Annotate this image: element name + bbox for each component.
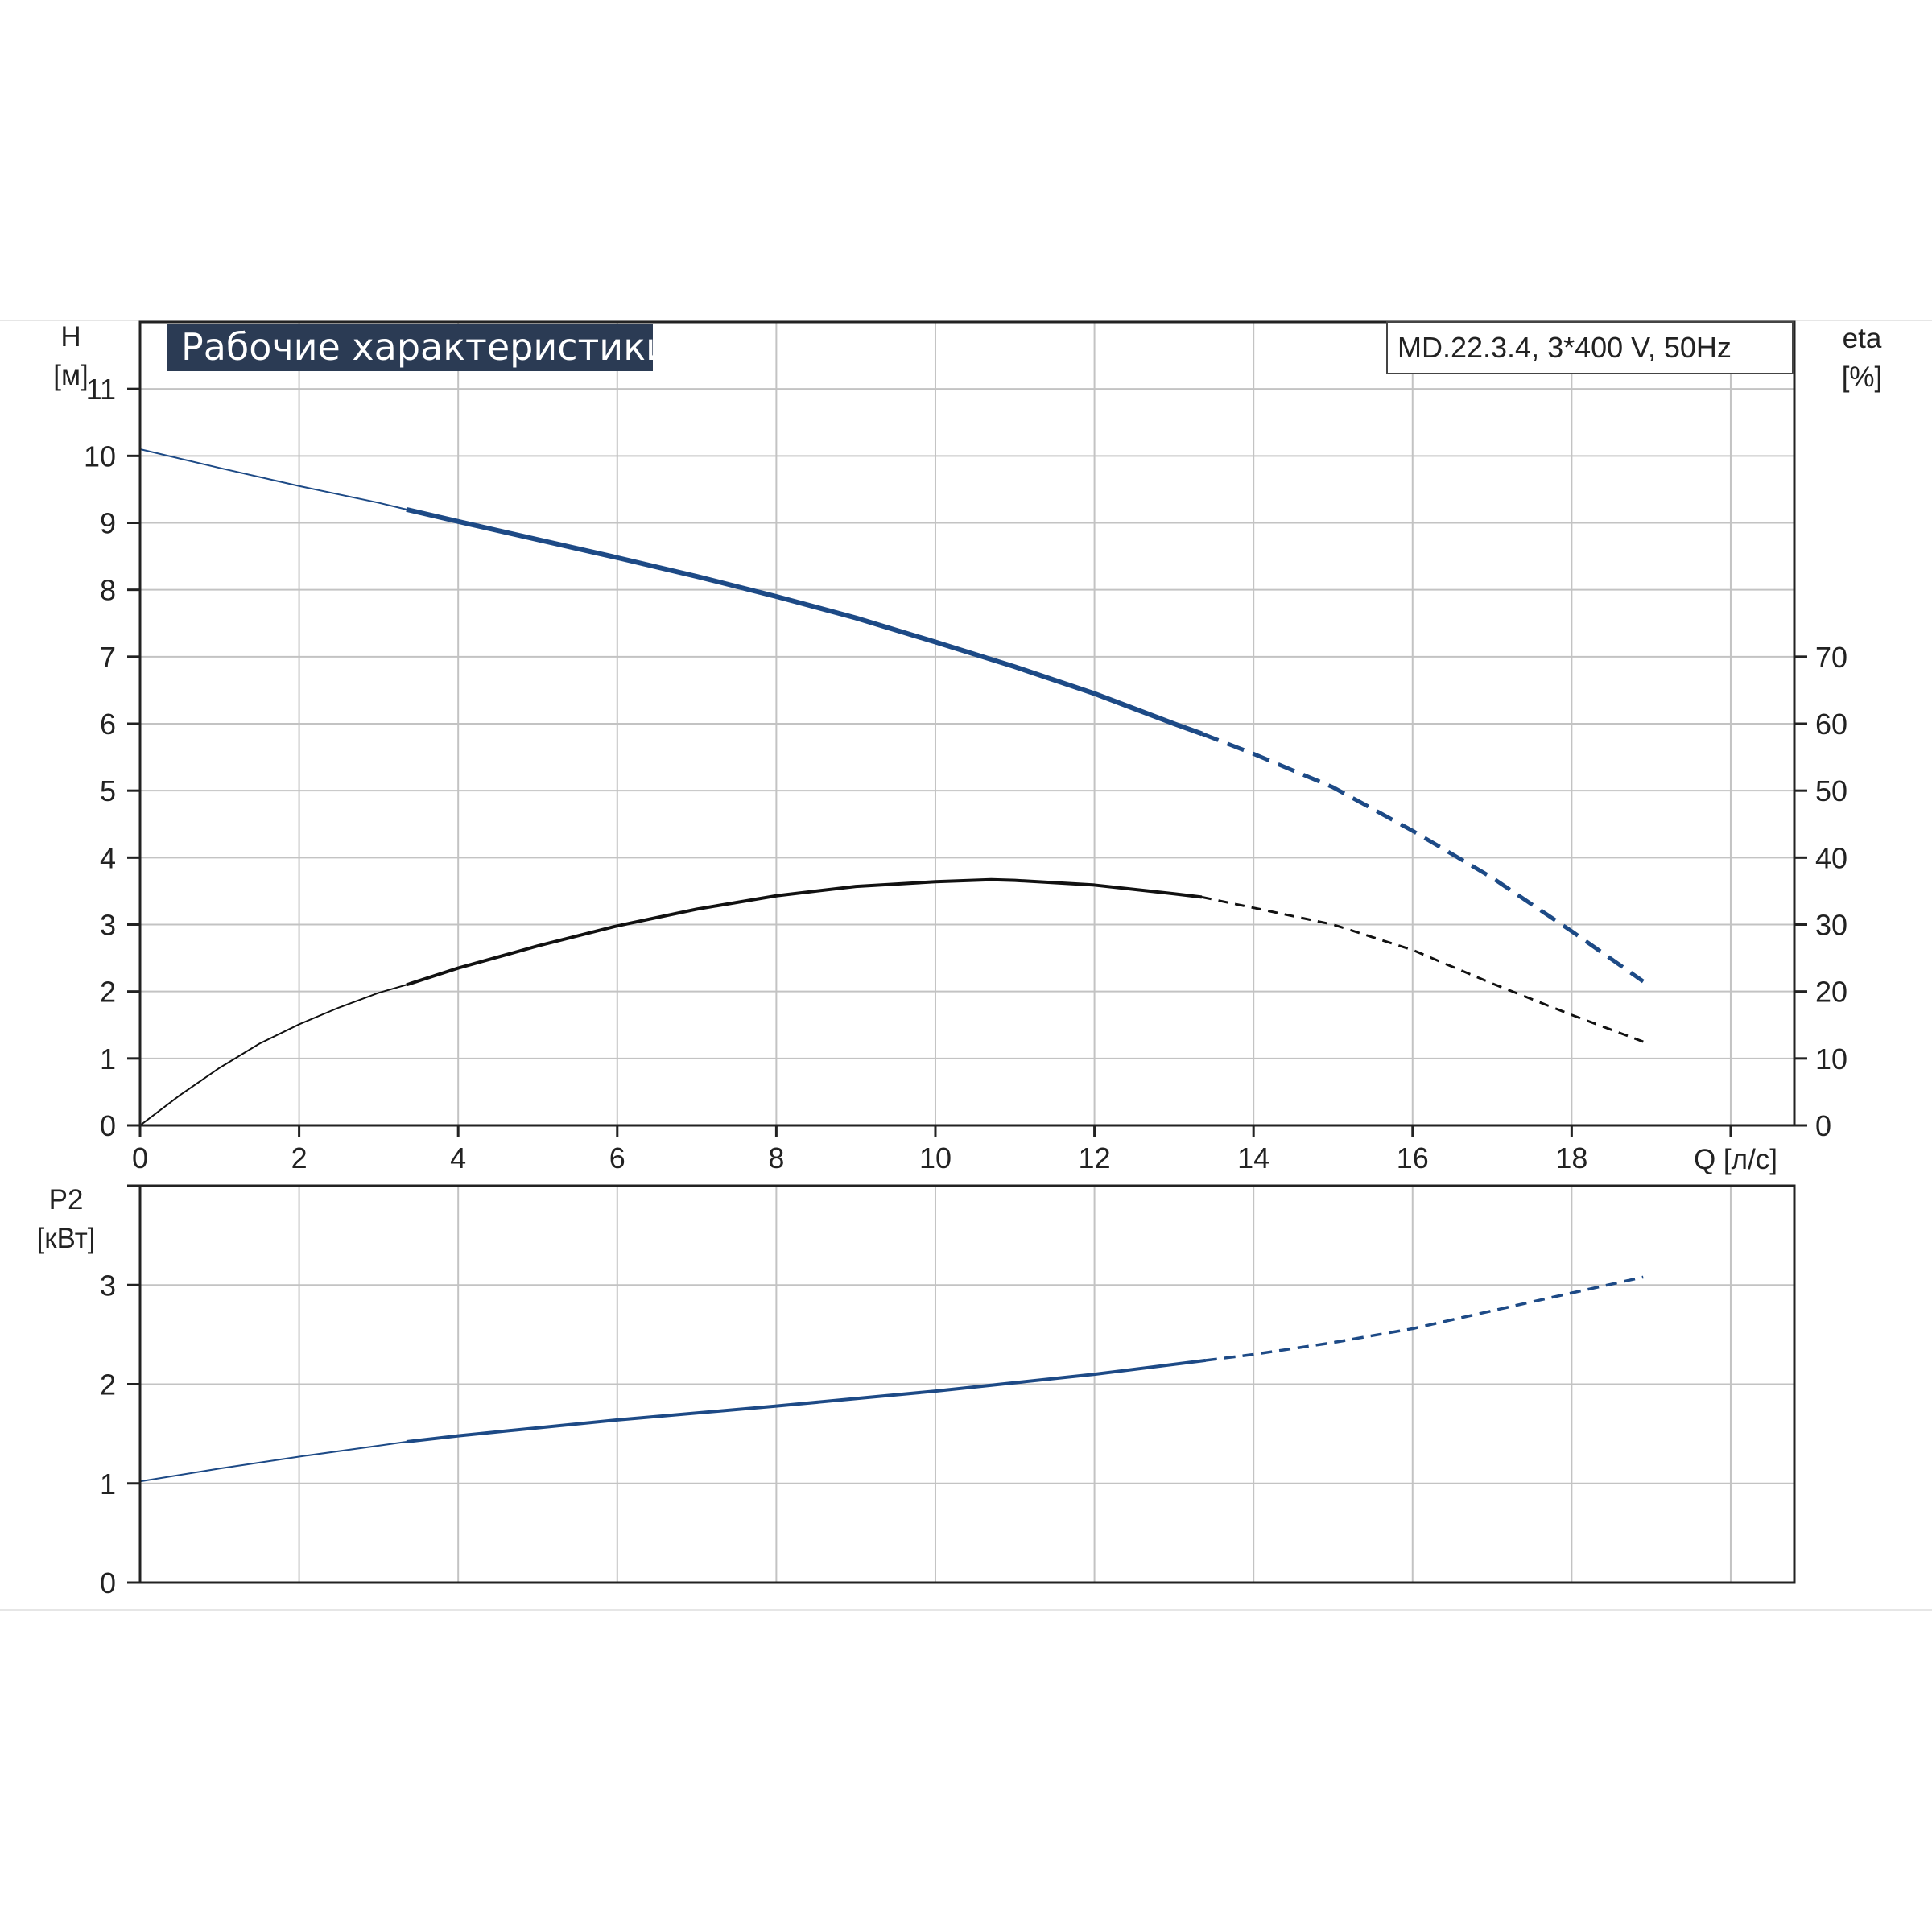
h-tick-label: 9 — [100, 507, 116, 540]
eta-tick-label: 30 — [1815, 909, 1847, 942]
p2-tick-label: 1 — [100, 1468, 116, 1501]
eta-axis-symbol: eta — [1843, 323, 1882, 354]
q-tick-label: 4 — [450, 1141, 466, 1174]
q-tick-label: 10 — [919, 1141, 952, 1174]
h-tick-label: 8 — [100, 574, 116, 607]
eta-tick-label: 70 — [1815, 641, 1847, 674]
eta-tick-label: 20 — [1815, 976, 1847, 1009]
h-tick-label: 6 — [100, 708, 116, 741]
p2-tick-label: 2 — [100, 1368, 116, 1402]
power-grid — [140, 1186, 1794, 1583]
p2-axis-unit: [кВт] — [37, 1223, 96, 1254]
p2-axis-symbol: P2 — [49, 1184, 84, 1216]
q-tick-label: 6 — [609, 1141, 625, 1174]
h-tick-label: 0 — [100, 1109, 116, 1142]
p2-curve-solid — [406, 1358, 1207, 1443]
p2-curve-dashed — [1205, 1275, 1644, 1362]
p2-tick-label: 3 — [100, 1269, 116, 1302]
h-axis-symbol: H — [60, 321, 80, 353]
h-curve-solid — [406, 506, 1203, 737]
eta-curve-solid — [406, 877, 1203, 987]
power-tick-labels: 0 1 2 3 — [100, 1184, 140, 1600]
q-axis-label: Q [л/с] — [1694, 1144, 1777, 1175]
q-tick-label: 2 — [291, 1141, 308, 1174]
h-tick-label: 5 — [100, 774, 116, 807]
h-tick-label: 3 — [100, 909, 116, 942]
h-curve-thin — [139, 448, 407, 510]
h-tick-label: 4 — [100, 841, 116, 874]
eta-axis-unit: [%] — [1842, 361, 1883, 393]
model-label: MD.22.3.4, 3*400 V, 50Hz — [1397, 331, 1732, 364]
h-tick-label: 1 — [100, 1042, 116, 1075]
q-tick-label: 8 — [768, 1141, 784, 1174]
q-tick-label: 18 — [1555, 1141, 1587, 1174]
eta-tick-label: 40 — [1815, 841, 1847, 874]
h-tick-label: 11 — [86, 373, 116, 406]
q-tick-label: 16 — [1397, 1141, 1429, 1174]
p2-curve-thin — [139, 1440, 407, 1483]
h-curve-dashed — [1201, 732, 1645, 984]
eta-curve-thin — [139, 984, 407, 1126]
power-curves — [139, 1275, 1644, 1483]
eta-tick-label: 50 — [1815, 774, 1847, 807]
eta-curve-dashed — [1201, 895, 1644, 1043]
q-tick-label: 14 — [1237, 1141, 1269, 1174]
power-panel: 0 1 2 3 — [100, 1184, 1796, 1600]
h-axis-unit: [м] — [53, 360, 89, 391]
q-tick-label: 0 — [132, 1141, 148, 1174]
p2-tick-label: 0 — [100, 1567, 116, 1600]
model-label-box — [1386, 321, 1794, 374]
head-grid — [140, 321, 1794, 1125]
h-tick-label: 2 — [100, 976, 116, 1009]
q-tick-label: 12 — [1079, 1141, 1111, 1174]
eta-tick-label: 60 — [1815, 708, 1847, 741]
head-efficiency-curves — [139, 448, 1645, 1126]
eta-tick-label: 0 — [1815, 1109, 1831, 1142]
eta-tick-label: 10 — [1815, 1042, 1847, 1075]
chart-title: Рабочие характеристики — [181, 325, 670, 369]
h-tick-label: 7 — [100, 641, 116, 674]
h-tick-label: 10 — [84, 440, 116, 473]
chart-title-box — [167, 324, 653, 371]
